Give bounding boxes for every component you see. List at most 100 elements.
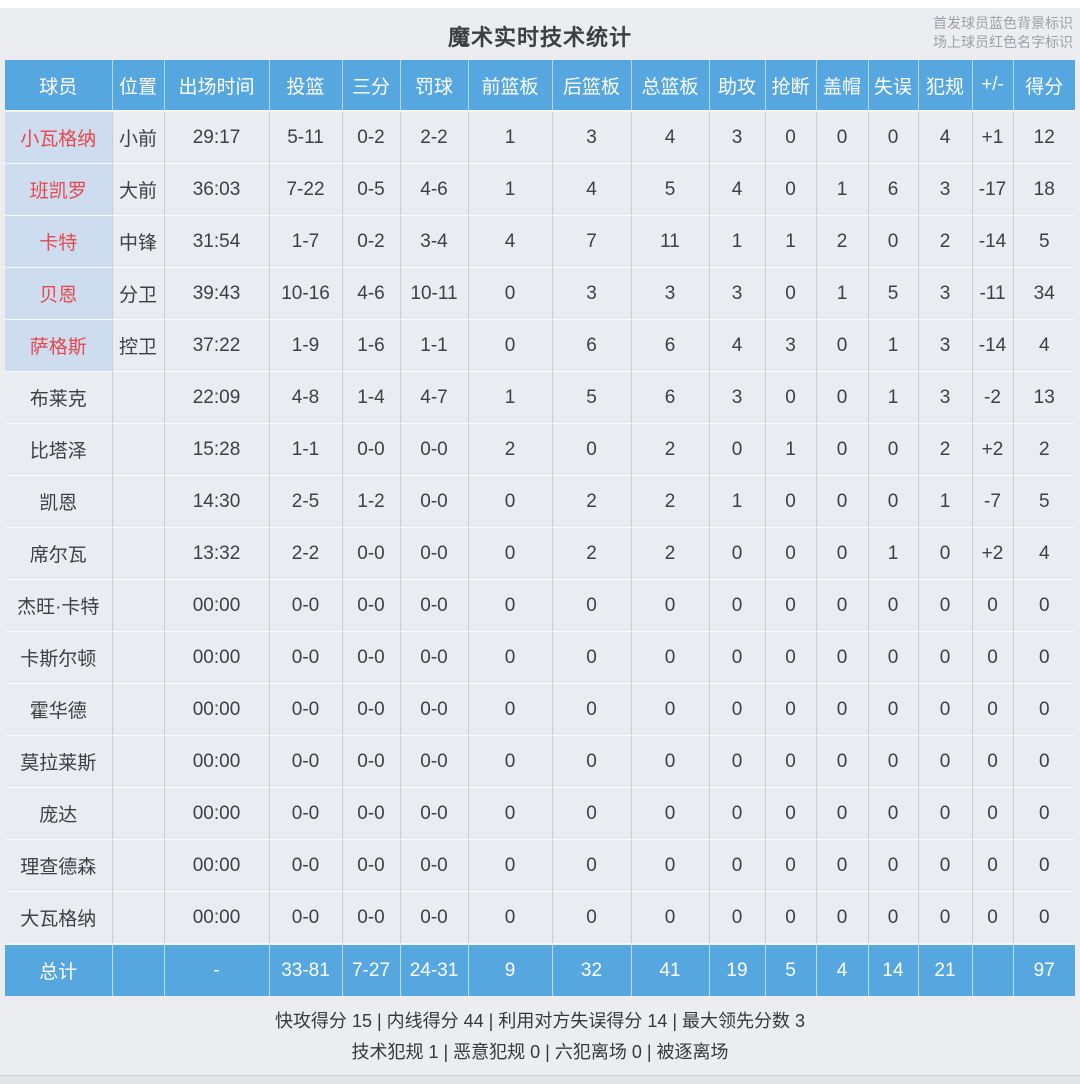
stat-cell-free-throws: 0-0 bbox=[400, 631, 469, 684]
player-row: 庞达 00:00 0-0 0-0 0-0 0 0 0 0 0 0 0 0 0 0 bbox=[5, 787, 1075, 840]
stat-cell-position: 中锋 bbox=[112, 215, 165, 268]
stat-cell-plus-minus: 0 bbox=[972, 579, 1014, 632]
stat-cell-field-goals: 0-0 bbox=[269, 787, 343, 840]
stat-cell-offensive-rebounds: 0 bbox=[468, 735, 553, 788]
player-row: 杰旺·卡特 00:00 0-0 0-0 0-0 0 0 0 0 0 0 0 0 0 0 bbox=[5, 579, 1075, 632]
table-header: 球员 位置 出场时间 投篮 三分 罚球 前篮板 后篮板 总篮板 助攻 抢断 盖帽 失误 犯规 +/- 得分 bbox=[5, 60, 1075, 112]
stat-cell-position bbox=[112, 891, 165, 945]
total-label-cell: 总计 bbox=[5, 943, 113, 996]
stat-cell-offensive-rebounds: 0 bbox=[468, 891, 553, 945]
stat-cell-plus-minus: -7 bbox=[972, 475, 1014, 528]
stat-cell-position bbox=[112, 631, 165, 684]
stat-cell-turnovers: 0 bbox=[868, 683, 919, 736]
stat-cell-plus-minus: -14 bbox=[972, 319, 1014, 372]
stat-cell-minutes: 00:00 bbox=[164, 891, 270, 945]
stat-cell-position bbox=[112, 475, 165, 528]
stat-cell-blocks: 0 bbox=[816, 891, 869, 945]
stat-cell-position: 控卫 bbox=[112, 319, 165, 372]
column-header-defensive-rebounds: 后篮板 bbox=[552, 60, 632, 112]
stat-cell-minutes: 14:30 bbox=[164, 475, 270, 528]
stat-cell-three-pointers: 0-0 bbox=[342, 839, 401, 892]
stat-cell-defensive-rebounds: 0 bbox=[552, 631, 632, 684]
stat-cell-plus-minus: 0 bbox=[972, 891, 1014, 945]
stat-cell-assists: 0 bbox=[709, 735, 766, 788]
stat-cell-free-throws: 2-2 bbox=[400, 111, 469, 164]
stat-cell-turnovers: 0 bbox=[868, 423, 919, 476]
stat-cell-assists: 1 bbox=[709, 475, 766, 528]
stat-cell-points: 0 bbox=[1013, 579, 1075, 632]
stat-cell-turnovers: 0 bbox=[868, 111, 919, 164]
stat-cell-points: 0 bbox=[1013, 839, 1075, 892]
stat-cell-fouls: 0 bbox=[918, 839, 973, 892]
player-row: 理查德森 00:00 0-0 0-0 0-0 0 0 0 0 0 0 0 0 0 0 bbox=[5, 839, 1075, 892]
stat-cell-three-pointers: 0-0 bbox=[342, 579, 401, 632]
player-row: 卡特 中锋 31:54 1-7 0-2 3-4 4 7 11 1 1 2 0 2 -14 5 bbox=[5, 215, 1075, 268]
stat-cell-field-goals: 0-0 bbox=[269, 683, 343, 736]
stat-cell-free-throws: 0-0 bbox=[400, 579, 469, 632]
stat-cell-three-pointers: 0-0 bbox=[342, 683, 401, 736]
player-row: 大瓦格纳 00:00 0-0 0-0 0-0 0 0 0 0 0 0 0 0 0 0 bbox=[5, 891, 1075, 945]
stat-cell-free-throws: 0-0 bbox=[400, 839, 469, 892]
total-cell-minutes: - bbox=[164, 943, 270, 996]
stat-cell-minutes: 36:03 bbox=[164, 163, 270, 216]
stat-cell-assists: 0 bbox=[709, 683, 766, 736]
column-header-turnovers: 失误 bbox=[868, 60, 919, 112]
stat-cell-total-rebounds: 0 bbox=[631, 579, 710, 632]
stat-cell-fouls: 0 bbox=[918, 631, 973, 684]
stat-cell-blocks: 0 bbox=[816, 735, 869, 788]
stat-cell-steals: 1 bbox=[765, 423, 817, 476]
stat-cell-total-rebounds: 6 bbox=[631, 319, 710, 372]
stat-cell-steals: 0 bbox=[765, 111, 817, 164]
stat-cell-steals: 0 bbox=[765, 683, 817, 736]
stat-cell-field-goals: 1-7 bbox=[269, 215, 343, 268]
stat-cell-blocks: 0 bbox=[816, 319, 869, 372]
stat-cell-turnovers: 0 bbox=[868, 891, 919, 945]
stat-cell-position: 分卫 bbox=[112, 267, 165, 320]
stat-cell-plus-minus: 0 bbox=[972, 787, 1014, 840]
stat-cell-assists: 0 bbox=[709, 579, 766, 632]
stat-cell-three-pointers: 1-6 bbox=[342, 319, 401, 372]
stat-cell-points: 34 bbox=[1013, 267, 1075, 320]
stat-cell-field-goals: 1-9 bbox=[269, 319, 343, 372]
stat-cell-free-throws: 0-0 bbox=[400, 475, 469, 528]
column-header-points: 得分 bbox=[1013, 60, 1075, 112]
column-header-blocks: 盖帽 bbox=[816, 60, 869, 112]
stat-cell-steals: 0 bbox=[765, 787, 817, 840]
team-stats: 快攻得分 15 | 内线得分 44 | 利用对方失误得分 14 | 最大领先分数… bbox=[0, 996, 1080, 1068]
stat-cell-position bbox=[112, 579, 165, 632]
stat-cell-free-throws: 0-0 bbox=[400, 683, 469, 736]
stat-cell-fouls: 0 bbox=[918, 735, 973, 788]
stat-cell-total-rebounds: 2 bbox=[631, 423, 710, 476]
stat-cell-turnovers: 6 bbox=[868, 163, 919, 216]
stat-cell-defensive-rebounds: 0 bbox=[552, 839, 632, 892]
top-strip bbox=[0, 0, 1080, 8]
stat-cell-total-rebounds: 0 bbox=[631, 839, 710, 892]
stat-cell-field-goals: 0-0 bbox=[269, 839, 343, 892]
stat-cell-field-goals: 4-8 bbox=[269, 371, 343, 424]
stat-cell-offensive-rebounds: 0 bbox=[468, 527, 553, 580]
total-cell-points: 97 bbox=[1013, 943, 1075, 996]
stat-cell-blocks: 1 bbox=[816, 267, 869, 320]
stat-cell-field-goals: 0-0 bbox=[269, 891, 343, 945]
player-name-cell: 萨格斯 bbox=[5, 319, 113, 372]
player-name-cell: 莫拉莱斯 bbox=[5, 735, 113, 788]
stat-cell-position bbox=[112, 735, 165, 788]
stat-cell-turnovers: 1 bbox=[868, 371, 919, 424]
stat-cell-free-throws: 0-0 bbox=[400, 787, 469, 840]
stat-cell-blocks: 0 bbox=[816, 631, 869, 684]
stat-cell-points: 0 bbox=[1013, 631, 1075, 684]
stat-cell-defensive-rebounds: 0 bbox=[552, 787, 632, 840]
stat-cell-position: 小前 bbox=[112, 111, 165, 164]
player-name-cell: 比塔泽 bbox=[5, 423, 113, 476]
column-header-three-pointers: 三分 bbox=[342, 60, 401, 112]
stat-cell-blocks: 0 bbox=[816, 371, 869, 424]
column-header-fouls: 犯规 bbox=[918, 60, 973, 112]
stat-cell-points: 0 bbox=[1013, 735, 1075, 788]
stat-cell-points: 18 bbox=[1013, 163, 1075, 216]
stat-cell-fouls: 0 bbox=[918, 891, 973, 945]
column-header-total-rebounds: 总篮板 bbox=[631, 60, 710, 112]
stat-cell-blocks: 0 bbox=[816, 423, 869, 476]
stat-cell-plus-minus: -11 bbox=[972, 267, 1014, 320]
stat-cell-steals: 0 bbox=[765, 371, 817, 424]
